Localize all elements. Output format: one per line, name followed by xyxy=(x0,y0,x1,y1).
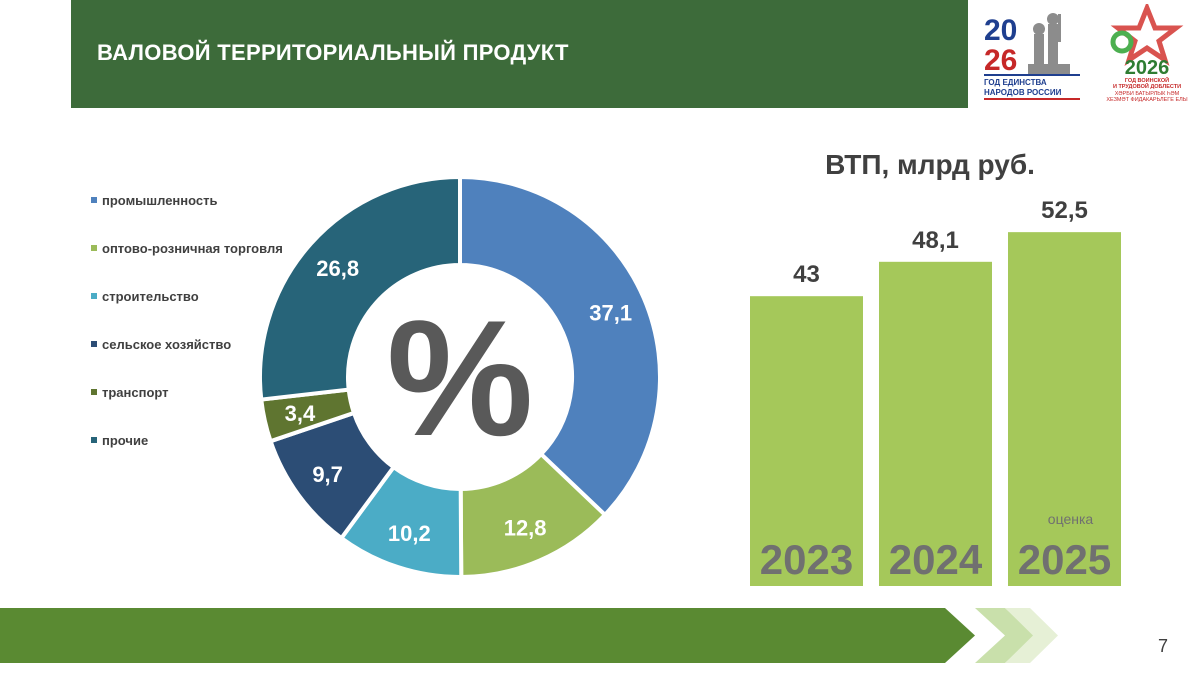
bar-value-label: 43 xyxy=(793,261,820,288)
donut-slice xyxy=(258,174,462,402)
year-of-valor-logo: 2026 ГОД ВОИНСКОЙ И ТРУДОВОЙ ДОБЛЕСТИ ХӘ… xyxy=(1100,4,1195,104)
legend-item: прочие xyxy=(91,416,321,464)
star-icon xyxy=(1110,4,1184,67)
legend-swatch xyxy=(91,293,97,299)
donut-slice xyxy=(458,174,662,518)
donut-value-label: 37,1 xyxy=(589,300,632,325)
monument-icon xyxy=(1028,13,1070,76)
logo-valor-caption-2: И ТРУДОВОЙ ДОБЛЕСТИ xyxy=(1113,82,1181,90)
donut-value-label: 3,4 xyxy=(285,401,316,426)
legend-item: сельское хозяйство xyxy=(91,320,321,368)
bar-value-label: 48,1 xyxy=(912,227,959,254)
page-number: 7 xyxy=(1158,636,1169,656)
donut-value-label: 26,8 xyxy=(316,256,359,281)
legend-item: оптово-розничная торговля xyxy=(91,224,321,272)
legend-swatch xyxy=(91,341,97,347)
donut-legend: промышленность оптово-розничная торговля… xyxy=(91,176,321,464)
logo-unity-top: 20 xyxy=(984,14,1017,47)
percent-center-label: % xyxy=(387,286,534,470)
logo-unity-caption-2: НАРОДОВ РОССИИ xyxy=(984,88,1062,97)
logo-valor-caption-1: ГОД ВОИНСКОЙ xyxy=(1125,76,1169,84)
bar-category-label: 2025 xyxy=(1018,536,1111,583)
bar-category-label: 2024 xyxy=(889,536,983,583)
donut-value-label: 9,7 xyxy=(312,462,343,487)
bar-chart-title: ВТП, млрд руб. xyxy=(825,149,1035,180)
legend-label: транспорт xyxy=(102,384,169,400)
bar-category-label: 2023 xyxy=(760,536,853,583)
logo-valor-caption-4: ХЕЗМӘТ ФИДАКАРЬЛЕГЕ ЕЛЫ xyxy=(1106,97,1187,103)
legend-swatch xyxy=(91,245,97,251)
donut-value-label: 10,2 xyxy=(388,521,431,546)
footer-arrow-bar xyxy=(0,608,975,663)
legend-item: транспорт xyxy=(91,368,321,416)
bar xyxy=(750,296,863,586)
bar-annotation: оценка xyxy=(1048,511,1094,527)
legend-label: прочие xyxy=(102,432,149,448)
logo-valor-year: 2026 xyxy=(1125,57,1170,79)
logo-unity-bottom: 26 xyxy=(984,44,1017,77)
legend-label: сельское хозяйство xyxy=(102,336,232,352)
bar-chart: ВТП, млрд руб. 43 2023 48,1 2024 52,5 2025 оцен… xyxy=(750,149,1121,586)
logo-valor-caption-3: ХӘРБИ БАТЫРЛЫК ҺӘМ xyxy=(1115,91,1180,97)
legend-label: промышленность xyxy=(102,192,218,208)
legend-swatch xyxy=(91,197,97,203)
bar-value-label: 52,5 xyxy=(1041,197,1088,224)
page-title: ВАЛОВОЙ ТЕРРИТОРИАЛЬНЫЙ ПРОДУКТ xyxy=(97,40,569,65)
legend-swatch xyxy=(91,389,97,395)
legend-item: строительство xyxy=(91,272,321,320)
legend-label: строительство xyxy=(102,288,199,304)
donut-chart: 37,1 12,8 10,2 9,7 3,4 26,8% xyxy=(258,174,662,580)
legend-label: оптово-розничная торговля xyxy=(102,240,283,256)
chevron-arrows-icon xyxy=(975,608,1058,663)
legend-swatch xyxy=(91,437,97,443)
bar xyxy=(879,261,992,586)
header-band: ВАЛОВОЙ ТЕРРИТОРИАЛЬНЫЙ ПРОДУКТ xyxy=(71,0,968,108)
bar xyxy=(1008,232,1121,586)
year-of-unity-logo: 20 26 ГОД ЕДИНСТВА НАРОДОВ РОССИИ xyxy=(980,4,1090,104)
legend-item: промышленность xyxy=(91,176,321,224)
logo-unity-caption-1: ГОД ЕДИНСТВА xyxy=(984,78,1047,87)
donut-value-label: 12,8 xyxy=(504,516,547,541)
